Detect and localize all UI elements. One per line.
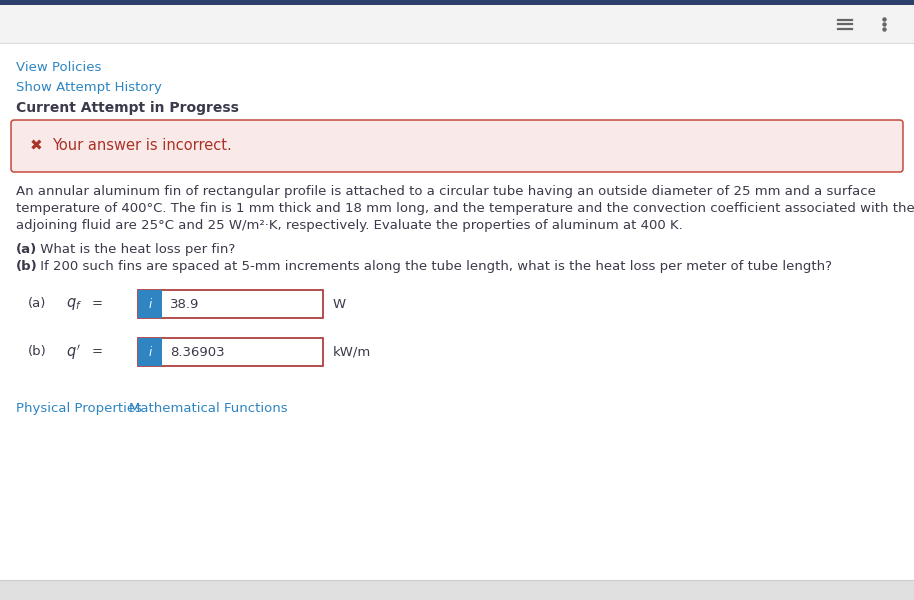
Text: i: i — [148, 298, 152, 311]
Text: =: = — [92, 346, 103, 358]
Text: What is the heat loss per fin?: What is the heat loss per fin? — [36, 243, 235, 256]
Text: <: < — [148, 16, 161, 31]
Text: temperature of 400°C. The fin is 1 mm thick and 18 mm long, and the temperature : temperature of 400°C. The fin is 1 mm th… — [16, 202, 914, 215]
FancyBboxPatch shape — [11, 120, 903, 172]
Bar — [138, 338, 162, 366]
Text: Physical Properties: Physical Properties — [16, 402, 142, 415]
Text: Show Attempt History: Show Attempt History — [16, 81, 162, 94]
Text: (a): (a) — [16, 243, 37, 256]
Text: An annular aluminum fin of rectangular profile is attached to a circular tube ha: An annular aluminum fin of rectangular p… — [16, 185, 876, 198]
Bar — [0, 5, 914, 43]
Text: Question 9 of 9: Question 9 of 9 — [16, 17, 122, 31]
Text: (b): (b) — [28, 346, 47, 358]
Text: >: > — [168, 16, 181, 31]
Text: (a): (a) — [28, 298, 47, 311]
Text: Current Attempt in Progress: Current Attempt in Progress — [16, 101, 239, 115]
Bar — [0, 580, 914, 600]
Bar — [138, 290, 162, 318]
Text: $q_f$: $q_f$ — [66, 296, 82, 312]
Bar — [138, 338, 323, 366]
Text: 0 / 2: 0 / 2 — [790, 17, 821, 31]
Text: 8.36903: 8.36903 — [170, 346, 225, 358]
Bar — [0, 0, 914, 5]
Text: =: = — [92, 298, 103, 311]
Text: (b): (b) — [16, 260, 37, 273]
Text: Your answer is incorrect.: Your answer is incorrect. — [52, 139, 232, 154]
Bar — [138, 290, 323, 318]
Text: W: W — [333, 298, 346, 311]
Text: kW/m: kW/m — [333, 346, 371, 358]
Text: i: i — [148, 346, 152, 358]
Text: Mathematical Functions: Mathematical Functions — [129, 402, 288, 415]
Text: $q'$: $q'$ — [66, 342, 80, 362]
Text: adjoining fluid are 25°C and 25 W/m²·K, respectively. Evaluate the properties of: adjoining fluid are 25°C and 25 W/m²·K, … — [16, 219, 683, 232]
Text: ✖: ✖ — [29, 139, 42, 154]
Text: If 200 such fins are spaced at 5-mm increments along the tube length, what is th: If 200 such fins are spaced at 5-mm incr… — [36, 260, 832, 273]
Text: 38.9: 38.9 — [170, 298, 199, 311]
Text: View Policies: View Policies — [16, 61, 101, 74]
